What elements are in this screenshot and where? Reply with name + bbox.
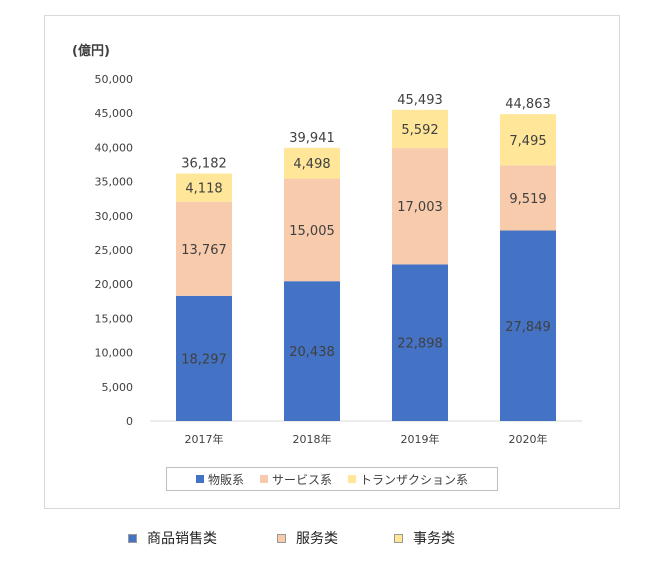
bottom-legend: 商品销售类 服务类 事务类 <box>128 528 455 548</box>
y-tick-label: 20,000 <box>95 278 134 291</box>
data-label: 4,498 <box>293 157 330 172</box>
bar-segment <box>284 178 340 282</box>
y-tick-label: 30,000 <box>95 210 134 223</box>
data-label: 9,519 <box>509 192 546 207</box>
x-tick-label: 2018年 <box>293 432 332 446</box>
data-label: 17,003 <box>397 200 443 215</box>
y-tick-label: 25,000 <box>95 244 134 257</box>
x-tick-label: 2017年 <box>185 432 224 446</box>
bar-segment <box>176 201 232 296</box>
data-label: 7,495 <box>509 134 546 149</box>
chart-legend: 物販系 サービス系 トランザクション系 <box>166 467 498 491</box>
y-tick-label: 15,000 <box>95 312 134 325</box>
bar-segment <box>392 264 448 421</box>
legend-swatch <box>348 475 356 483</box>
bar-segment <box>176 173 232 202</box>
bottom-legend-label: 商品销售类 <box>147 531 217 547</box>
data-label: 27,849 <box>505 320 551 335</box>
bar-segment <box>284 281 340 421</box>
data-label: 13,767 <box>181 243 227 258</box>
bar-segment <box>392 109 448 149</box>
bottom-legend-item: 商品销售类 <box>128 528 217 548</box>
legend-swatch <box>259 475 268 483</box>
y-axis-unit-label: (億円) <box>72 44 110 59</box>
legend-item: 物販系 <box>195 471 244 488</box>
bottom-legend-item: 服务类 <box>277 528 338 548</box>
y-tick-label: 35,000 <box>95 176 134 189</box>
bottom-legend-label: 事务类 <box>413 531 455 547</box>
legend-swatch <box>195 475 204 483</box>
bar-segment <box>500 114 556 166</box>
bar-segment <box>500 165 556 231</box>
y-tick-label: 50,000 <box>95 73 134 86</box>
y-tick-label: 45,000 <box>95 107 134 120</box>
bar-segment <box>500 230 556 421</box>
y-tick-label: 0 <box>126 415 133 428</box>
data-label: 20,438 <box>289 345 335 360</box>
x-tick-label: 2019年 <box>401 432 440 446</box>
bottom-legend-label: 服务类 <box>296 531 338 547</box>
y-tick-label: 10,000 <box>95 347 134 360</box>
bottom-legend-swatch <box>277 533 286 543</box>
data-label: 4,118 <box>185 182 222 197</box>
legend-label: 物販系 <box>207 472 244 487</box>
total-label: 39,941 <box>289 131 335 146</box>
legend-item: サービス系 <box>259 471 332 488</box>
total-label: 45,493 <box>397 93 443 108</box>
data-label: 5,592 <box>401 123 438 138</box>
data-label: 18,297 <box>181 352 227 367</box>
data-label: 15,005 <box>289 224 335 239</box>
bottom-legend-swatch <box>128 533 137 543</box>
total-label: 36,182 <box>181 157 227 172</box>
data-label: 22,898 <box>397 337 443 352</box>
bottom-legend-item: 事务类 <box>394 528 455 548</box>
y-tick-label: 40,000 <box>95 141 134 154</box>
legend-item: トランザクション系 <box>348 471 468 488</box>
total-label: 44,863 <box>505 97 551 112</box>
bar-segment <box>392 148 448 265</box>
y-tick-label: 5,000 <box>102 381 134 394</box>
legend-label: トランザクション系 <box>360 472 469 487</box>
bottom-legend-swatch <box>394 533 403 543</box>
bar-segment <box>176 295 232 421</box>
x-tick-label: 2020年 <box>509 432 548 446</box>
bar-segment <box>284 147 340 179</box>
legend-label: サービス系 <box>271 472 332 487</box>
